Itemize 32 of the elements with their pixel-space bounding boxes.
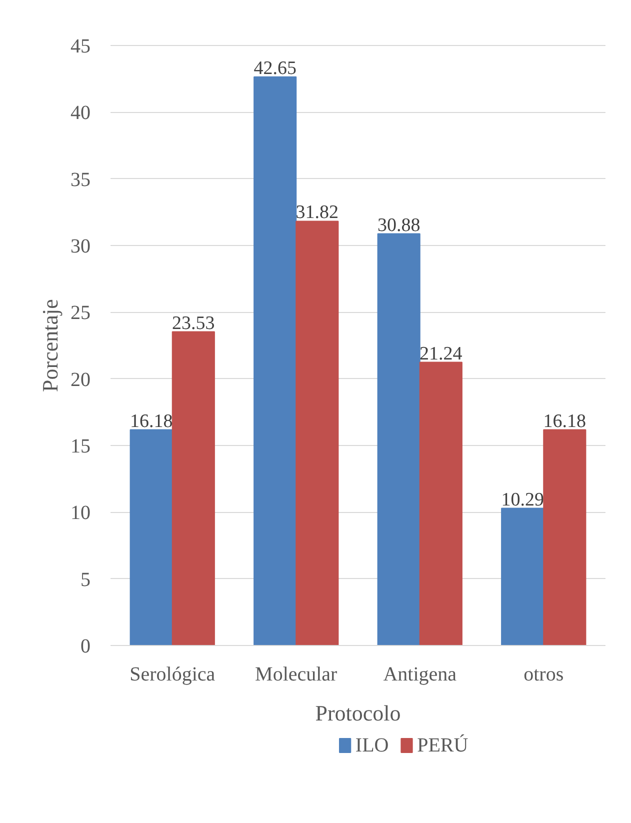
bar <box>419 362 462 646</box>
bar <box>501 508 544 646</box>
bar <box>296 220 339 646</box>
y-tick-label: 15 <box>70 436 90 458</box>
x-tick-label: Antigena <box>383 664 457 686</box>
y-tick-label: 25 <box>70 302 90 324</box>
bar <box>543 429 586 646</box>
data-label: 16.18 <box>543 410 586 432</box>
y-tick-label: 10 <box>70 502 90 524</box>
x-tick-label: otros <box>524 664 564 686</box>
bar <box>254 76 297 646</box>
y-tick-label: 30 <box>70 236 90 258</box>
bar <box>377 233 420 646</box>
y-tick-label: 20 <box>70 368 90 391</box>
y-tick-label: 35 <box>70 168 90 191</box>
data-label: 23.53 <box>172 312 215 334</box>
legend-label: ILO <box>355 734 389 756</box>
y-axis-title: Porcentaje <box>38 299 62 392</box>
y-tick-label: 0 <box>80 636 90 658</box>
bar <box>130 429 173 646</box>
legend-label: PERÚ <box>417 734 469 756</box>
x-tick-label: Serológica <box>130 664 216 686</box>
y-tick-label: 5 <box>80 568 90 591</box>
data-label: 42.65 <box>254 58 296 79</box>
bar <box>172 331 215 646</box>
data-label: 16.18 <box>130 410 173 432</box>
y-tick-label: 45 <box>70 36 90 58</box>
data-label: 31.82 <box>296 202 339 224</box>
data-label: 30.88 <box>377 214 420 236</box>
y-tick-label: 40 <box>70 102 90 124</box>
x-tick-label: Molecular <box>255 664 338 686</box>
x-axis-title: Protocolo <box>315 700 401 726</box>
